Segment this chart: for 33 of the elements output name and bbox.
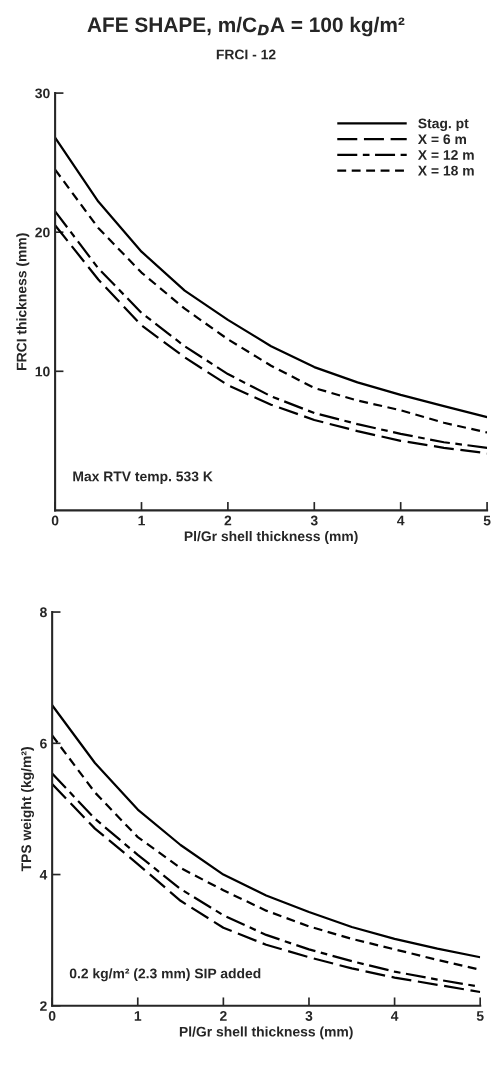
x-tick-label: 2: [224, 515, 232, 526]
x-tick-label: 0: [48, 1011, 56, 1021]
x-tick-label: 5: [476, 1011, 484, 1021]
y-tick-label: 2: [40, 1001, 47, 1011]
x-tick-label: 3: [310, 515, 318, 526]
x-axis-title: Pl/Gr shell thickness (mm): [184, 530, 358, 544]
y-tick-label: 4: [39, 870, 48, 880]
chart-title: AFE SHAPE, m/C$_{D}$A = 100 kg/m²: [87, 16, 405, 37]
x-tick-label: 4: [390, 1011, 399, 1021]
y-axis-title: TPS weight (kg/m²): [21, 747, 35, 872]
x-tick-label: 0: [51, 515, 59, 526]
y-axis-title: FRCI thickness (mm): [16, 233, 30, 370]
legend-label: Stag. pt: [418, 118, 469, 132]
x-tick-label: 5: [483, 515, 491, 526]
annotation: 0.2 kg/m² (2.3 mm) SIP added: [69, 968, 261, 982]
x-tick-label: 4: [397, 515, 405, 526]
legend-label: X = 18 m: [417, 165, 474, 176]
chart-subtitle: FRCI - 12: [216, 49, 276, 60]
line-series: [55, 136, 488, 419]
legend-label: X = 12 m: [417, 149, 474, 160]
x-tick-label: 2: [219, 1011, 227, 1021]
x-axis-title: Pl/Gr shell thickness (mm): [179, 1026, 353, 1040]
legend-label: X = 6 m: [417, 134, 466, 145]
x-tick-label: 1: [138, 515, 145, 526]
y-tick-label: 6: [40, 738, 47, 749]
x-tick-label: 1: [134, 1011, 142, 1021]
y-tick-label: 20: [35, 227, 50, 238]
annotation: Max RTV temp. 533 K: [73, 471, 213, 485]
y-tick-label: 10: [35, 366, 50, 377]
y-tick-label: 8: [40, 607, 47, 618]
x-tick-label: 3: [305, 1011, 313, 1021]
line-series: [52, 704, 481, 959]
y-tick-label: 30: [35, 88, 50, 99]
